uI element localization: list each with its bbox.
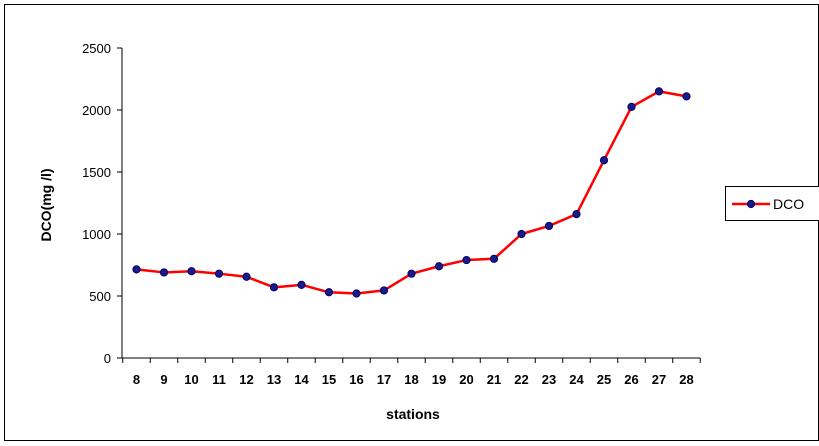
x-tick-label: 16 — [349, 372, 363, 387]
data-point — [160, 269, 167, 276]
x-axis-title: stations — [386, 406, 440, 422]
data-point — [298, 281, 305, 288]
data-point — [243, 273, 250, 280]
x-tick-label: 24 — [569, 372, 584, 387]
y-axis-title: DCO(mg /l) — [38, 168, 54, 241]
x-tick-label: 27 — [652, 372, 666, 387]
x-tick-label: 18 — [404, 372, 418, 387]
legend-marker-dco — [747, 200, 754, 207]
data-point — [545, 222, 552, 229]
x-tick-label: 13 — [267, 372, 281, 387]
data-point — [435, 263, 442, 270]
x-tick-label: 9 — [160, 372, 167, 387]
data-point — [270, 284, 277, 291]
x-tick-label: 17 — [377, 372, 391, 387]
x-tick-label: 26 — [624, 372, 638, 387]
data-point — [573, 211, 580, 218]
data-point — [353, 290, 360, 297]
data-point — [490, 255, 497, 262]
y-tick-label: 1500 — [82, 165, 111, 180]
data-point — [518, 230, 525, 237]
data-point — [628, 103, 635, 110]
y-tick-label: 500 — [89, 289, 111, 304]
x-tick-label: 21 — [487, 372, 501, 387]
data-point — [325, 289, 332, 296]
y-tick-label: 1000 — [82, 227, 111, 242]
data-point — [683, 93, 690, 100]
x-tick-label: 12 — [239, 372, 253, 387]
x-tick-label: 19 — [432, 372, 446, 387]
x-tick-label: 23 — [542, 372, 556, 387]
x-tick-label: 14 — [294, 372, 309, 387]
legend-label-dco: DCO — [773, 196, 804, 212]
data-point — [463, 256, 470, 263]
data-point — [655, 88, 662, 95]
x-tick-label: 28 — [679, 372, 693, 387]
x-tick-label: 15 — [322, 372, 336, 387]
x-tick-label: 20 — [459, 372, 473, 387]
x-tick-label: 10 — [184, 372, 198, 387]
y-tick-label: 0 — [104, 351, 111, 366]
data-point — [380, 287, 387, 294]
x-tick-label: 11 — [212, 372, 226, 387]
legend: DCO — [726, 187, 819, 221]
x-tick-label: 25 — [597, 372, 611, 387]
data-point — [600, 157, 607, 164]
x-tick-label: 8 — [133, 372, 140, 387]
data-point — [188, 268, 195, 275]
y-tick-label: 2000 — [82, 103, 111, 118]
data-point — [133, 266, 140, 273]
data-point — [215, 270, 222, 277]
y-tick-label: 2500 — [82, 41, 111, 56]
data-point — [408, 270, 415, 277]
x-tick-label: 22 — [514, 372, 528, 387]
